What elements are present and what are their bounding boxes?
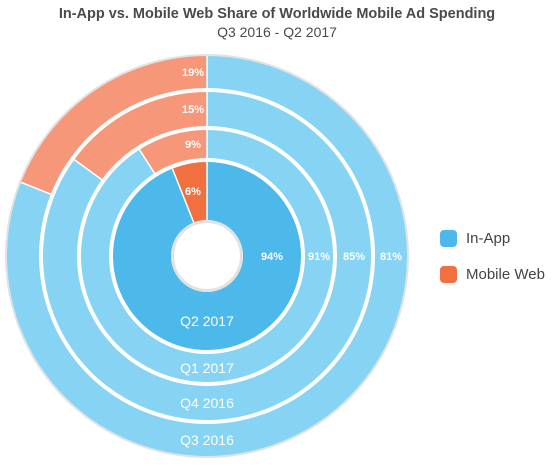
legend-item-in-app[interactable]: In-App [440, 230, 510, 247]
data-label-mobile-web-q2-2017: 6% [185, 186, 201, 198]
data-label-mobile-web-q3-2016: 19% [182, 67, 204, 79]
slice-in-app-q2-2017[interactable] [113, 162, 302, 350]
data-label-in-app-q4-2016: 85% [343, 251, 365, 263]
slice-separator [138, 149, 156, 174]
data-label-mobile-web-q1-2017: 9% [185, 139, 201, 151]
slice-mobile-web-q3-2016[interactable] [21, 56, 207, 195]
slice-separator [73, 158, 103, 181]
center-hole [174, 223, 240, 289]
slice-separator [20, 181, 52, 195]
ring-label-q4-2016: Q4 2016 [180, 395, 234, 411]
slice-mobile-web-q2-2017[interactable] [172, 162, 207, 223]
legend-label-in-app: In-App [466, 230, 511, 247]
legend-swatch-in-app [440, 230, 457, 247]
ring-label-q3-2016: Q3 2016 [180, 432, 234, 448]
legend-swatch-mobile-web [440, 266, 457, 283]
ring-label-q1-2017: Q1 2017 [180, 360, 234, 376]
legend-label-mobile-web: Mobile Web [466, 266, 545, 283]
legend-item-mobile-web[interactable]: Mobile Web [440, 266, 545, 283]
data-label-in-app-q3-2016: 81% [380, 251, 402, 263]
chart-subtitle: Q3 2016 - Q2 2017 [217, 24, 337, 40]
data-label-in-app-q1-2017: 91% [308, 251, 330, 263]
data-label-in-app-q2-2017: 94% [261, 251, 283, 263]
chart-title: In-App vs. Mobile Web Share of Worldwide… [58, 6, 496, 22]
data-label-mobile-web-q4-2016: 15% [182, 104, 204, 116]
ring-label-q2-2017: Q2 2017 [180, 313, 234, 329]
slice-separator [171, 168, 195, 223]
slice-mobile-web-q1-2017[interactable] [139, 130, 207, 174]
slice-mobile-web-q4-2016[interactable] [74, 92, 207, 180]
